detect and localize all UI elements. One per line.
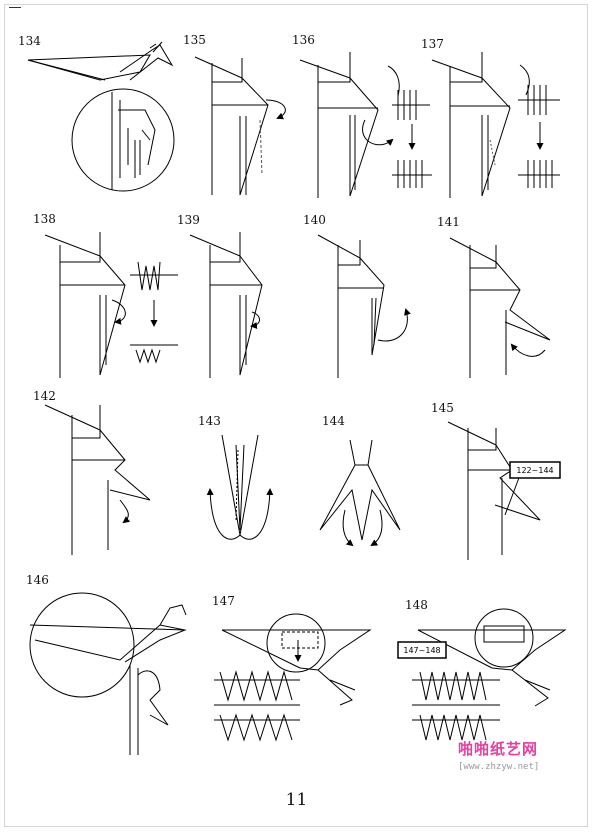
diagram-step-140: [317, 234, 411, 378]
diagram-step-141: [449, 237, 551, 378]
diagram-step-139: [189, 232, 263, 378]
page-number: 11: [285, 790, 308, 810]
step-number-140: 140: [303, 213, 326, 227]
diagram-step-138: [44, 232, 178, 378]
ref-label-147: 147~148: [403, 646, 440, 655]
step-number-146: 146: [26, 573, 49, 587]
step-number-134: 134: [18, 34, 41, 48]
diagram-step-146: [29, 592, 187, 755]
diagram-step-145: [447, 421, 561, 560]
step-number-142: 142: [33, 389, 56, 403]
step-number-148: 148: [405, 598, 428, 612]
step-number-144: 144: [322, 414, 345, 428]
diagram-step-137: [431, 52, 560, 198]
diagram-step-136: [299, 52, 432, 198]
step-number-136: 136: [292, 33, 315, 47]
diagram-step-135: [194, 56, 286, 196]
diagram-step-143: [206, 434, 274, 540]
step-number-139: 139: [177, 213, 200, 227]
step-number-135: 135: [183, 33, 206, 47]
ref-label-145: 122~144: [516, 466, 553, 475]
diagram-step-142: [44, 404, 151, 555]
step-number-137: 137: [421, 37, 444, 51]
step-number-138: 138: [33, 212, 56, 226]
step-number-145: 145: [431, 401, 454, 415]
watermark-logo-text: 啪啪纸艺网: [458, 740, 539, 758]
watermark-url: [www.zhzyw.net]: [458, 762, 540, 772]
diagram-step-134: [27, 41, 175, 192]
diagram-step-147: [214, 613, 372, 742]
corner-mark: [9, 7, 21, 8]
diagram-step-144: [319, 439, 401, 547]
page-frame: [4, 4, 588, 827]
diagram-step-148: [397, 608, 567, 741]
step-number-141: 141: [437, 215, 460, 229]
step-number-143: 143: [198, 414, 221, 428]
step-number-147: 147: [212, 594, 235, 608]
